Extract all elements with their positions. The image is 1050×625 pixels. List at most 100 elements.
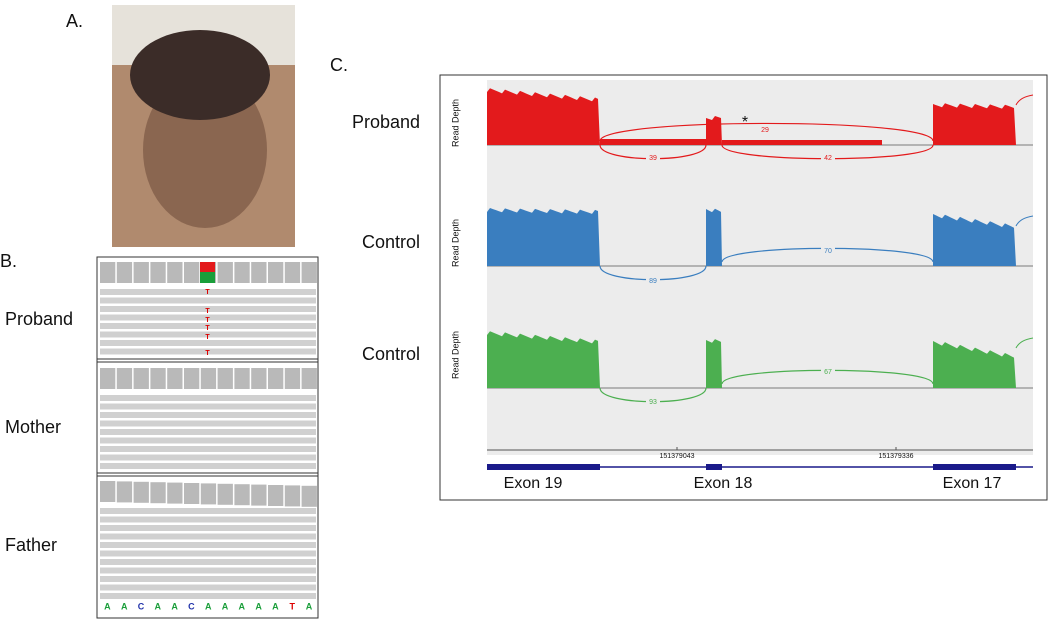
read (100, 593, 316, 599)
read (100, 454, 316, 461)
read (100, 412, 316, 418)
variant-base: T (205, 350, 210, 357)
read (100, 463, 316, 469)
coverage-bar (100, 481, 116, 502)
reference-base: C (138, 601, 145, 611)
coverage-bar (251, 262, 267, 283)
coverage (706, 208, 722, 266)
coverage-bar (167, 368, 183, 389)
coverage-bar (234, 484, 250, 506)
junction-label-bg (646, 277, 660, 285)
reference-base: T (289, 601, 295, 611)
reference-base: A (222, 601, 229, 611)
variant-cov (200, 272, 215, 283)
coverage-bar (284, 368, 301, 389)
junction-count: 29 (761, 127, 769, 134)
read (100, 323, 316, 329)
junction-count: 67 (824, 369, 832, 376)
coverage-bar (184, 262, 200, 283)
read (100, 314, 316, 321)
coverage (487, 331, 600, 388)
coverage (933, 103, 1016, 145)
variant-base: T (205, 325, 210, 332)
panel-label: A. (66, 11, 83, 31)
exon-label: Exon 17 (943, 475, 1002, 492)
read (100, 576, 316, 582)
coverage-bar (301, 485, 317, 507)
reference-base: A (255, 601, 262, 611)
coverage-bar (251, 484, 267, 506)
coverage-bar (116, 481, 133, 503)
coverage (722, 140, 882, 145)
coverage-bar (301, 262, 317, 283)
sample-label: Mother (5, 417, 61, 437)
coverage-bar (301, 368, 317, 389)
coverage-bar (116, 262, 133, 283)
read (100, 395, 316, 401)
coverage-bar (200, 368, 217, 389)
gene-exon (487, 464, 600, 470)
coverage-bar (184, 368, 200, 389)
junction-arc (1015, 337, 1034, 349)
coverage-bar (234, 368, 250, 389)
read (100, 525, 316, 531)
read (100, 306, 316, 312)
read (100, 542, 316, 548)
read (100, 559, 316, 565)
panel-label: B. (0, 251, 17, 271)
reference-base: A (155, 601, 162, 611)
coordinate: 151379043 (659, 453, 694, 460)
junction-label-bg (758, 126, 772, 134)
junction-arc (1015, 215, 1034, 227)
coverage-bar (284, 262, 301, 283)
axis-label: Read Depth (450, 219, 460, 267)
reference-base: A (205, 601, 212, 611)
track-label: Proband (352, 112, 420, 132)
variant-base: T (205, 334, 210, 341)
gene-exon (706, 464, 722, 470)
variant-base: T (205, 317, 210, 324)
panel-label: C. (330, 55, 348, 75)
coverage-bar (167, 482, 183, 504)
exon-label: Exon 19 (504, 475, 563, 492)
read (100, 533, 316, 540)
junction-label-bg (646, 154, 660, 162)
reference-base: A (306, 601, 313, 611)
coverage-bar (217, 368, 233, 389)
coverage-bar (184, 483, 200, 504)
track-label: Control (362, 344, 420, 364)
coverage-bar (150, 482, 166, 504)
coverage-bar (100, 368, 116, 389)
exon-label: Exon 18 (694, 475, 753, 492)
read (100, 348, 316, 355)
reference-base: A (104, 601, 111, 611)
coordinate: 151379336 (878, 453, 913, 460)
coverage (933, 214, 1016, 266)
junction-label-bg (821, 154, 835, 162)
read (100, 508, 316, 514)
reference-base: A (272, 601, 279, 611)
reference-base: C (188, 601, 195, 611)
coverage-bar (116, 368, 133, 389)
coverage-bar (217, 483, 233, 505)
read (100, 297, 316, 304)
sample-label: Proband (5, 309, 73, 329)
gene-exon (933, 464, 1016, 470)
junction-count: 39 (649, 155, 657, 162)
read (100, 446, 316, 452)
read (100, 584, 316, 591)
coverage-bar (133, 262, 149, 283)
read (100, 289, 316, 295)
junction-count: 42 (824, 155, 832, 162)
variant-base: T (205, 308, 210, 315)
read (100, 550, 316, 557)
coverage-bar (251, 368, 267, 389)
variant-base: T (205, 289, 210, 296)
marker: * (742, 114, 748, 131)
reference-base: A (239, 601, 246, 611)
coverage-bar (133, 481, 149, 503)
reference-base: A (121, 601, 128, 611)
junction-label-bg (646, 398, 660, 406)
read (100, 403, 316, 410)
